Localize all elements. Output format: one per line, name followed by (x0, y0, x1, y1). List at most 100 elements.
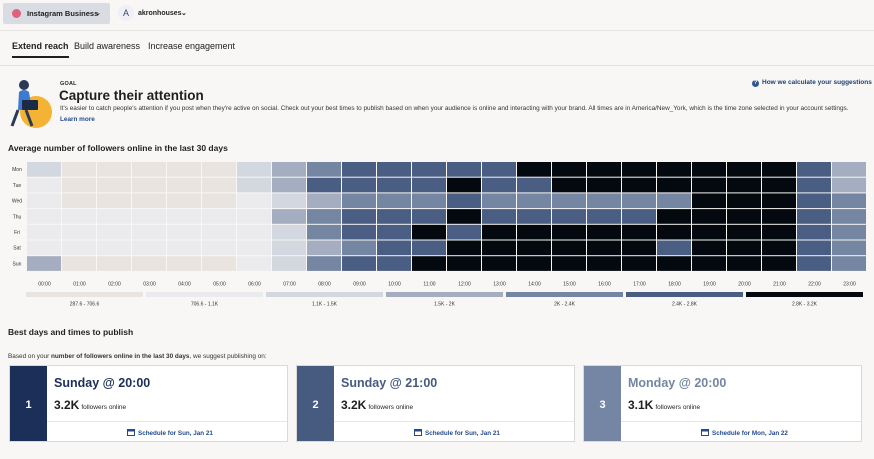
heatmap-cell (272, 162, 306, 177)
heatmap-cell (657, 209, 691, 224)
heatmap-cell (762, 193, 796, 209)
heatmap-cell (167, 193, 201, 209)
top-bar: Instagram Business ⌄ A akronhouses ⌄ (0, 0, 874, 31)
schedule-link[interactable]: Schedule for Mon, Jan 22 (701, 428, 788, 437)
heatmap-cell (237, 177, 271, 193)
heatmap-cell (97, 193, 131, 209)
heatmap-cell (97, 256, 131, 271)
heatmap-cell (762, 224, 796, 240)
heatmap-cell (27, 209, 61, 224)
legend-swatch (266, 292, 383, 297)
heatmap-cell (412, 209, 446, 224)
heatmap-cell (377, 162, 411, 177)
count-row: 3.2K followers online (341, 398, 413, 412)
count: 3.2K (54, 398, 80, 412)
hour-label: 21:00 (773, 281, 786, 287)
heatmap-cell (832, 162, 866, 177)
heatmap-cell (167, 240, 201, 256)
heatmap-cell (832, 224, 866, 240)
hour-label: 15:00 (563, 281, 576, 287)
heatmap-cell (202, 177, 236, 193)
tab[interactable]: Extend reach (12, 41, 69, 58)
schedule-link[interactable]: Schedule for Sun, Jan 21 (127, 428, 213, 437)
calendar-top (701, 429, 709, 432)
heatmap-cell (587, 193, 621, 209)
heatmap-cell (132, 256, 166, 271)
heatmap-cell (412, 193, 446, 209)
help-link[interactable]: ? How we calculate your suggestions (752, 79, 872, 87)
account-switcher[interactable]: Instagram Business ⌄ (3, 3, 110, 24)
heatmap-cell (797, 193, 831, 209)
heatmap-cell (797, 256, 831, 271)
heatmap-cell (97, 162, 131, 177)
hour-label: 04:00 (178, 281, 191, 287)
heatmap-cell (482, 224, 516, 240)
heatmap-cell (132, 240, 166, 256)
heatmap-cell (552, 193, 586, 209)
heatmap-cell (237, 256, 271, 271)
heatmap-cell (447, 162, 481, 177)
heatmap-cell (272, 224, 306, 240)
heatmap-cell (307, 209, 341, 224)
legend-label: 2.4K - 2.8K (672, 301, 698, 307)
hour-label: 08:00 (318, 281, 331, 287)
hour-label: 18:00 (668, 281, 681, 287)
heatmap-cell (727, 177, 761, 193)
heatmap-cell (797, 224, 831, 240)
heatmap-cell (587, 224, 621, 240)
calendar-icon (701, 429, 709, 436)
heatmap-cell (377, 224, 411, 240)
heatmap-cell (692, 162, 726, 177)
legend-swatch (386, 292, 503, 297)
heatmap-cell (132, 177, 166, 193)
heatmap-cell (657, 193, 691, 209)
heatmap-cell (237, 240, 271, 256)
heatmap-cell (762, 240, 796, 256)
heatmap-cell (587, 209, 621, 224)
heatmap-cell (377, 256, 411, 271)
day-label: Fri (14, 230, 20, 236)
heatmap-cell (27, 162, 61, 177)
heatmap-cell (412, 162, 446, 177)
heatmap-cell (447, 224, 481, 240)
profile-switcher[interactable]: A akronhouses ⌄ (118, 3, 198, 24)
hour-label: 02:00 (108, 281, 121, 287)
heatmap-cell (552, 209, 586, 224)
heatmap-cell (307, 240, 341, 256)
avatar: A (118, 5, 134, 21)
heatmap-cell (482, 177, 516, 193)
chevron: ⌄ (181, 10, 187, 17)
heatmap-cell (552, 177, 586, 193)
heatmap-cell (447, 209, 481, 224)
heatmap-cell (307, 193, 341, 209)
heatmap-cell (587, 256, 621, 271)
heatmap-cell (657, 256, 691, 271)
intro-text: Based on your (8, 353, 51, 360)
tab[interactable]: Build awareness (74, 41, 141, 51)
goal-description: It's easier to catch people's attention … (60, 105, 849, 112)
hour-label: 23:00 (843, 281, 856, 287)
heatmap-cell (622, 240, 656, 256)
goal-title: Capture their attention (59, 88, 204, 103)
heatmap-cell (762, 209, 796, 224)
heatmap-cell (657, 162, 691, 177)
heatmap-cell (412, 224, 446, 240)
illustration (10, 80, 52, 128)
schedule-link[interactable]: Schedule for Sun, Jan 21 (414, 428, 500, 437)
heatmap-cell (167, 162, 201, 177)
day-label: Mon (12, 167, 22, 173)
tab[interactable]: Increase engagement (148, 41, 236, 51)
heatmap-cell (167, 209, 201, 224)
heatmap-cell (97, 240, 131, 256)
heatmap-cell (167, 177, 201, 193)
learn-more-link[interactable]: Learn more (60, 116, 95, 123)
heatmap-cell (342, 193, 376, 209)
heatmap-cell (447, 256, 481, 271)
heatmap-cell (552, 240, 586, 256)
heatmap-cell (27, 240, 61, 256)
heatmap-cell (622, 177, 656, 193)
heatmap-cell (272, 240, 306, 256)
slot: Sunday @ 21:00 (341, 376, 438, 390)
heatmap-cell (412, 177, 446, 193)
heatmap-cell (482, 209, 516, 224)
